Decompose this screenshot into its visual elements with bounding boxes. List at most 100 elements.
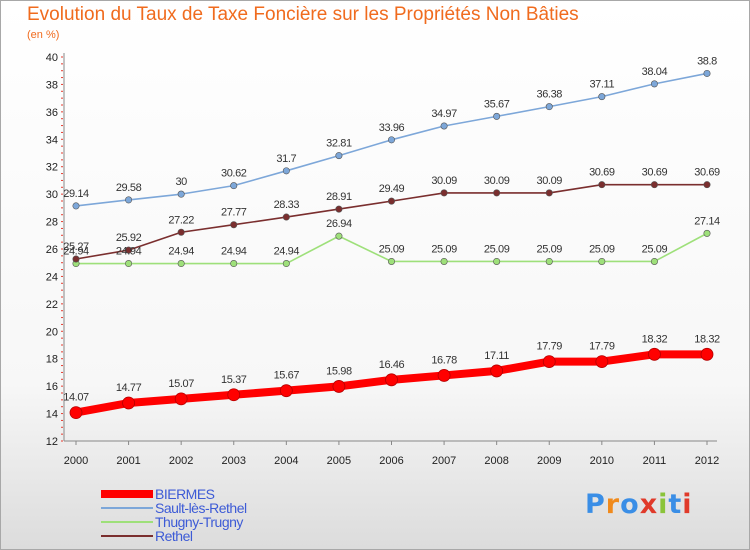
data-label: 16.46 (379, 359, 405, 371)
x-tick-label: 2009 (537, 455, 561, 467)
chart-title: Evolution du Taux de Taxe Foncière sur l… (27, 4, 579, 25)
data-label: 29.14 (63, 188, 89, 200)
data-label: 30 (175, 176, 187, 188)
data-label: 30.09 (536, 175, 562, 187)
legend-swatch (101, 521, 153, 523)
data-label: 24.94 (116, 246, 142, 258)
data-point (282, 167, 290, 175)
y-tick-label: 40 (46, 52, 58, 64)
data-point (648, 347, 661, 361)
data-label: 28.33 (274, 199, 300, 211)
logo-letter: t (668, 489, 683, 520)
y-tick-label: 22 (46, 299, 58, 311)
data-label: 24.94 (63, 246, 89, 258)
x-tick-label: 2003 (222, 455, 246, 467)
y-tick-label: 30 (46, 189, 58, 201)
data-label: 25.09 (536, 243, 562, 255)
y-tick-label: 38 (46, 79, 58, 91)
data-label: 37.11 (589, 79, 614, 91)
data-label: 18.32 (694, 333, 720, 345)
data-label: 26.94 (326, 218, 352, 230)
data-point (493, 112, 501, 120)
data-label: 38.04 (642, 66, 668, 78)
x-tick-label: 2008 (484, 455, 508, 467)
data-label: 17.11 (484, 350, 509, 362)
data-label: 25.09 (379, 243, 405, 255)
logo-letter: i (682, 489, 693, 520)
legend-swatch (101, 507, 153, 509)
data-point (177, 260, 185, 268)
data-point (598, 181, 606, 189)
logo-letter: x (639, 489, 659, 520)
x-tick-label: 2002 (169, 455, 193, 467)
data-point (387, 257, 395, 265)
data-point (385, 373, 398, 387)
data-point (335, 232, 343, 240)
data-point (177, 190, 185, 198)
data-label: 16.78 (431, 354, 457, 366)
data-point (282, 260, 290, 268)
data-point (282, 213, 290, 221)
data-point (230, 182, 238, 190)
data-label: 17.79 (536, 341, 562, 353)
legend-label: Sault-lès-Rethel (155, 500, 247, 516)
data-label: 30.62 (221, 168, 247, 180)
data-label: 25.09 (484, 243, 510, 255)
data-point (598, 257, 606, 265)
data-point (440, 122, 448, 130)
data-label: 35.67 (484, 98, 510, 110)
data-point (493, 257, 501, 265)
data-point (700, 347, 714, 361)
legend: BIERMES Sault-lès-Rethel Thugny-Trugny Reth… (101, 487, 321, 543)
data-label: 30.69 (694, 167, 720, 179)
y-tick-label: 18 (46, 354, 58, 366)
data-point (174, 392, 188, 406)
data-point (335, 152, 343, 160)
data-point (437, 369, 451, 382)
data-point (387, 136, 395, 144)
y-tick-label: 32 (46, 162, 58, 174)
y-tick-label: 36 (46, 107, 58, 119)
data-label: 25.09 (589, 243, 615, 255)
data-point (69, 406, 83, 420)
data-label: 25.27 (63, 241, 89, 253)
legend-item: Sault-lès-Rethel (101, 501, 321, 515)
data-point (440, 189, 448, 197)
data-point (650, 181, 658, 189)
data-point (542, 355, 556, 368)
data-label: 15.67 (274, 370, 300, 382)
legend-swatch (101, 535, 153, 537)
data-label: 29.49 (379, 183, 405, 195)
data-point (387, 197, 395, 205)
data-point (72, 202, 80, 210)
data-label: 24.94 (221, 246, 247, 258)
proxiti-logo: Proxiti (585, 489, 693, 520)
data-point (545, 189, 553, 197)
data-label: 33.96 (379, 122, 405, 134)
x-tick-label: 2000 (64, 455, 88, 467)
logo-letter: i (658, 489, 669, 520)
data-point (230, 221, 238, 229)
x-tick-label: 2010 (590, 455, 614, 467)
data-point (230, 260, 238, 268)
x-tick-label: 2006 (379, 455, 403, 467)
data-point (703, 229, 711, 237)
data-label: 34.97 (431, 108, 457, 120)
data-label: 28.91 (326, 191, 352, 203)
y-tick-label: 16 (46, 381, 58, 393)
data-point (332, 380, 346, 393)
x-tick-label: 2007 (432, 455, 456, 467)
data-point (72, 255, 80, 263)
data-label: 18.32 (642, 333, 668, 345)
data-point (279, 384, 293, 398)
data-label: 30.09 (484, 175, 510, 187)
y-unit-label: (en %) (27, 29, 60, 41)
logo-letter: o (620, 489, 640, 520)
data-label: 25.92 (116, 232, 142, 244)
data-label: 27.22 (168, 214, 194, 226)
data-point (335, 205, 343, 213)
data-label: 27.77 (221, 207, 247, 219)
data-point (703, 181, 711, 189)
